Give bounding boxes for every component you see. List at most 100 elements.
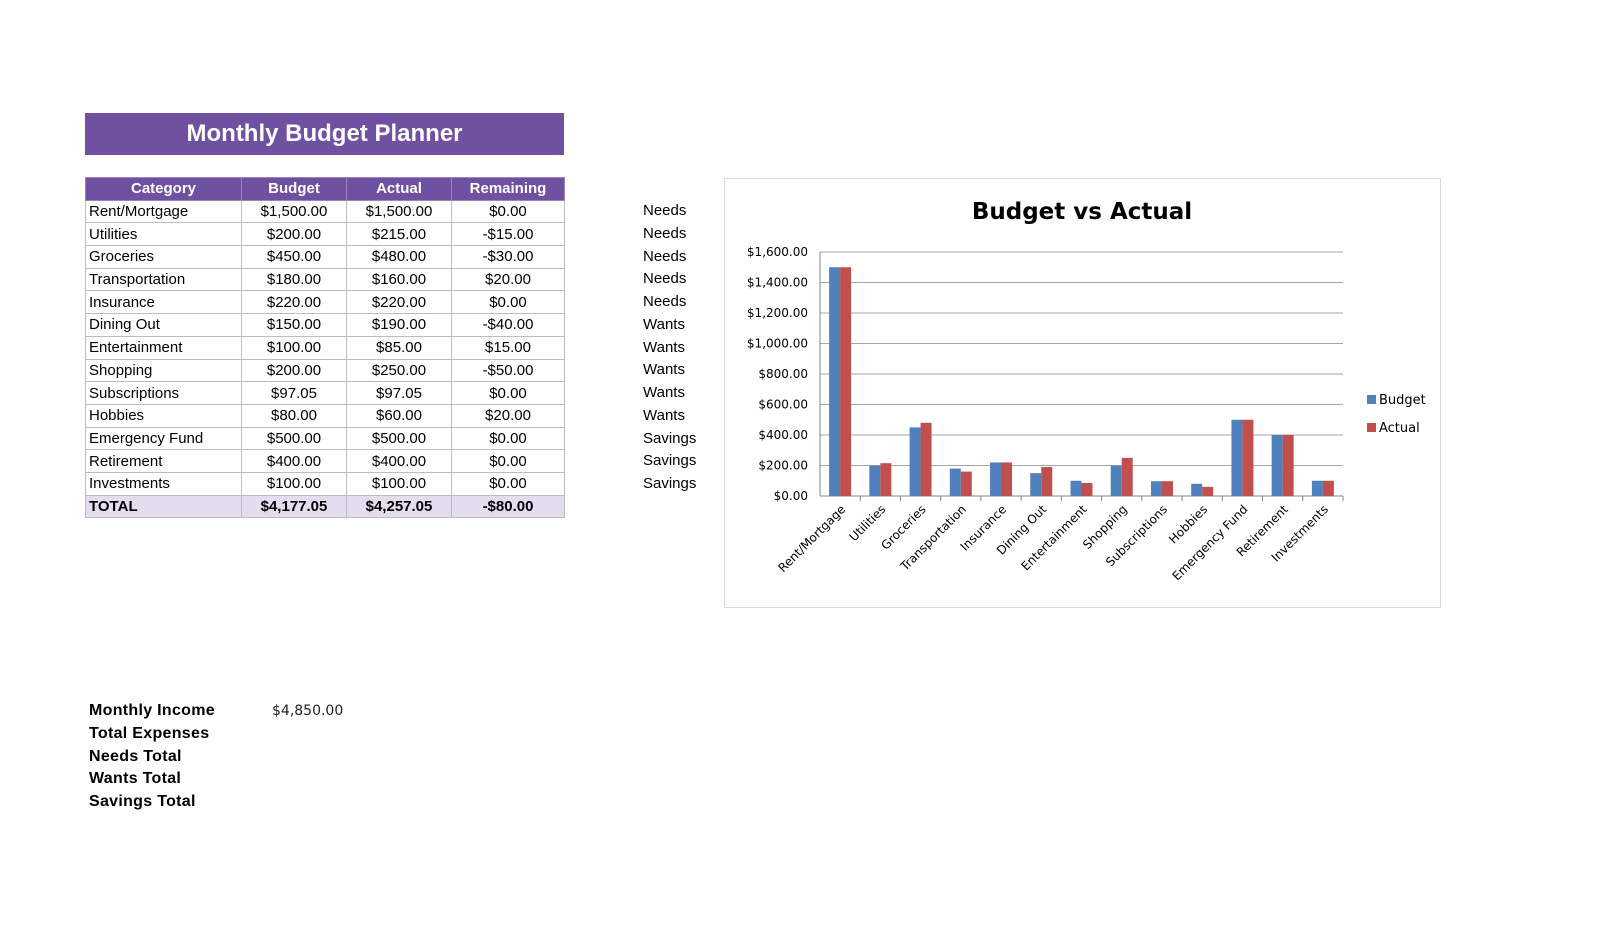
actual-cell[interactable]: $97.05: [346, 381, 452, 405]
actual-cell[interactable]: $100.00: [346, 471, 452, 496]
header-category[interactable]: Category: [85, 177, 242, 201]
actual-cell[interactable]: $190.00: [346, 313, 452, 337]
remaining-cell[interactable]: $0.00: [451, 381, 565, 405]
remaining-cell[interactable]: $20.00: [451, 267, 565, 292]
y-tick-label: $1,400.00: [747, 276, 808, 290]
remaining-cell[interactable]: -$50.00: [451, 358, 565, 383]
budget-cell[interactable]: $400.00: [241, 449, 347, 473]
group-label[interactable]: Savings: [643, 475, 697, 492]
total-remaining[interactable]: -$80.00: [451, 494, 565, 519]
category-cell[interactable]: Emergency Fund: [85, 426, 242, 451]
category-cell[interactable]: Insurance: [85, 290, 242, 315]
table-row: Groceries $450.00 $480.00 -$30.00: [85, 245, 565, 269]
group-label[interactable]: Needs: [643, 247, 687, 265]
budget-cell[interactable]: $450.00: [241, 245, 347, 269]
remaining-cell[interactable]: $0.00: [451, 290, 565, 315]
summary-row-expenses: Total Expenses: [89, 723, 215, 746]
budget-cell[interactable]: $80.00: [241, 403, 347, 428]
summary-label[interactable]: Savings Total: [89, 793, 196, 810]
table-row: Emergency Fund $500.00 $500.00 $0.00: [85, 426, 565, 451]
total-label[interactable]: TOTAL: [85, 494, 242, 519]
category-cell[interactable]: Subscriptions: [85, 381, 242, 405]
budget-cell[interactable]: $100.00: [241, 471, 347, 496]
header-budget[interactable]: Budget: [241, 177, 347, 201]
summary-block: Monthly Income $4,850.00 Total Expenses …: [89, 700, 343, 814]
budget-cell[interactable]: $200.00: [241, 222, 347, 247]
category-cell[interactable]: Retirement: [85, 449, 242, 473]
group-label[interactable]: Needs: [643, 224, 687, 242]
budget-cell[interactable]: $97.05: [241, 381, 347, 405]
budget-bar: [949, 468, 961, 496]
budget-chart[interactable]: Budget vs Actual $0.00 $200.00 $400.00 $600.…: [724, 178, 1441, 608]
chart-canvas: Budget vs Actual $0.00 $200.00 $400.00 $600.…: [747, 199, 1426, 583]
category-cell[interactable]: Shopping: [85, 358, 242, 383]
actual-cell[interactable]: $220.00: [346, 290, 452, 315]
remaining-cell[interactable]: $15.00: [451, 335, 565, 360]
table-header-row: Category Budget Actual Remaining: [85, 177, 565, 201]
actual-cell[interactable]: $160.00: [346, 267, 452, 292]
header-remaining[interactable]: Remaining: [451, 177, 565, 201]
remaining-cell[interactable]: -$40.00: [451, 313, 565, 337]
actual-cell[interactable]: $85.00: [346, 335, 452, 360]
budget-bar: [1191, 483, 1203, 496]
summary-label[interactable]: Total Expenses: [89, 724, 210, 742]
remaining-cell[interactable]: -$15.00: [451, 222, 565, 247]
budget-cell[interactable]: $150.00: [241, 313, 347, 337]
group-label[interactable]: Wants: [643, 338, 685, 356]
group-label[interactable]: Savings: [643, 429, 697, 447]
actual-bar: [1161, 481, 1173, 496]
total-budget[interactable]: $4,177.05: [241, 494, 347, 519]
budget-cell[interactable]: $180.00: [241, 267, 347, 292]
table-row: Rent/Mortgage $1,500.00 $1,500.00 $0.00: [85, 199, 565, 224]
table-row: Shopping $200.00 $250.00 -$50.00: [85, 358, 565, 383]
summary-label[interactable]: Needs Total: [89, 747, 182, 765]
category-cell[interactable]: Groceries: [85, 245, 242, 269]
group-label[interactable]: Needs: [643, 293, 687, 310]
summary-value[interactable]: $4,850.00: [272, 703, 344, 719]
table-row: Entertainment $100.00 $85.00 $15.00: [85, 335, 565, 360]
budget-bar: [1271, 435, 1283, 496]
budget-cell[interactable]: $1,500.00: [241, 199, 347, 224]
table-row: Dining Out $150.00 $190.00 -$40.00: [85, 313, 565, 337]
total-actual[interactable]: $4,257.05: [346, 494, 452, 519]
category-cell[interactable]: Transportation: [85, 267, 242, 292]
actual-bar: [840, 267, 852, 496]
category-cell[interactable]: Entertainment: [85, 335, 242, 360]
category-cell[interactable]: Investments: [85, 471, 242, 496]
remaining-cell[interactable]: $0.00: [451, 471, 565, 496]
budget-table: Category Budget Actual Remaining Rent/Mo…: [85, 177, 565, 519]
y-tick-label: $600.00: [758, 398, 808, 412]
group-label[interactable]: Wants: [643, 384, 685, 401]
actual-cell[interactable]: $500.00: [346, 426, 452, 451]
remaining-cell[interactable]: $0.00: [451, 426, 565, 451]
remaining-cell[interactable]: $0.00: [451, 199, 565, 224]
group-label[interactable]: Wants: [643, 406, 685, 424]
category-cell[interactable]: Utilities: [85, 222, 242, 247]
actual-cell[interactable]: $480.00: [346, 245, 452, 269]
group-label[interactable]: Needs: [643, 270, 687, 288]
budget-cell[interactable]: $500.00: [241, 426, 347, 451]
actual-cell[interactable]: $60.00: [346, 403, 452, 428]
actual-cell[interactable]: $400.00: [346, 449, 452, 473]
budget-cell[interactable]: $200.00: [241, 358, 347, 383]
category-cell[interactable]: Hobbies: [85, 403, 242, 428]
budget-cell[interactable]: $100.00: [241, 335, 347, 360]
remaining-cell[interactable]: -$30.00: [451, 245, 565, 269]
header-actual[interactable]: Actual: [346, 177, 452, 201]
group-label[interactable]: Wants: [643, 315, 685, 333]
category-cell[interactable]: Dining Out: [85, 313, 242, 337]
group-label[interactable]: Savings: [643, 452, 697, 470]
summary-label[interactable]: Wants Total: [89, 770, 182, 788]
actual-cell[interactable]: $250.00: [346, 358, 452, 383]
actual-cell[interactable]: $215.00: [346, 222, 452, 247]
group-label[interactable]: Wants: [643, 361, 685, 379]
actual-cell[interactable]: $1,500.00: [346, 199, 452, 224]
remaining-cell[interactable]: $20.00: [451, 403, 565, 428]
table-row: Hobbies $80.00 $60.00 $20.00: [85, 403, 565, 428]
summary-label[interactable]: Monthly Income: [89, 702, 215, 719]
group-label[interactable]: Needs: [643, 202, 687, 219]
budget-cell[interactable]: $220.00: [241, 290, 347, 315]
category-cell[interactable]: Rent/Mortgage: [85, 199, 242, 224]
legend-swatch: [1367, 423, 1376, 432]
remaining-cell[interactable]: $0.00: [451, 449, 565, 473]
